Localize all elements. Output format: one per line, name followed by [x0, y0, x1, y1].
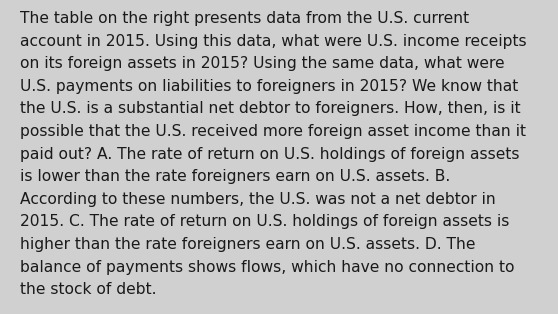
Text: is lower than the rate foreigners earn on U.S. assets. B.: is lower than the rate foreigners earn o… [20, 169, 450, 184]
Text: 2015. C. The rate of return on U.S. holdings of foreign assets is: 2015. C. The rate of return on U.S. hold… [20, 214, 509, 230]
Text: the U.S. is a substantial net debtor to foreigners.​ How, then, is it: the U.S. is a substantial net debtor to … [20, 101, 520, 116]
Text: possible that the U.S. received more foreign asset income than it: possible that the U.S. received more for… [20, 124, 526, 139]
Text: higher than the rate foreigners earn on U.S. assets. D. The: higher than the rate foreigners earn on … [20, 237, 475, 252]
Text: According to these​ numbers, the U.S. was not a net debtor in: According to these​ numbers, the U.S. wa… [20, 192, 496, 207]
Text: the stock of debt.: the stock of debt. [20, 282, 156, 297]
Text: The table on the right presents data from the U.S. current: The table on the right presents data fro… [20, 11, 469, 26]
Text: on its foreign assets in​ 2015? Using the same​ data, what were: on its foreign assets in​ 2015? Using th… [20, 56, 504, 71]
Text: U.S. payments on liabilities to foreigners in​ 2015? We know that: U.S. payments on liabilities to foreigne… [20, 79, 518, 94]
Text: paid​ out? A. The rate of return on U.S. holdings of foreign assets: paid​ out? A. The rate of return on U.S.… [20, 147, 519, 162]
Text: balance of payments shows​ flows, which have no connection to: balance of payments shows​ flows, which … [20, 260, 514, 275]
Text: account in 2015. Using this​ data, what were U.S. income receipts: account in 2015. Using this​ data, what … [20, 34, 526, 49]
